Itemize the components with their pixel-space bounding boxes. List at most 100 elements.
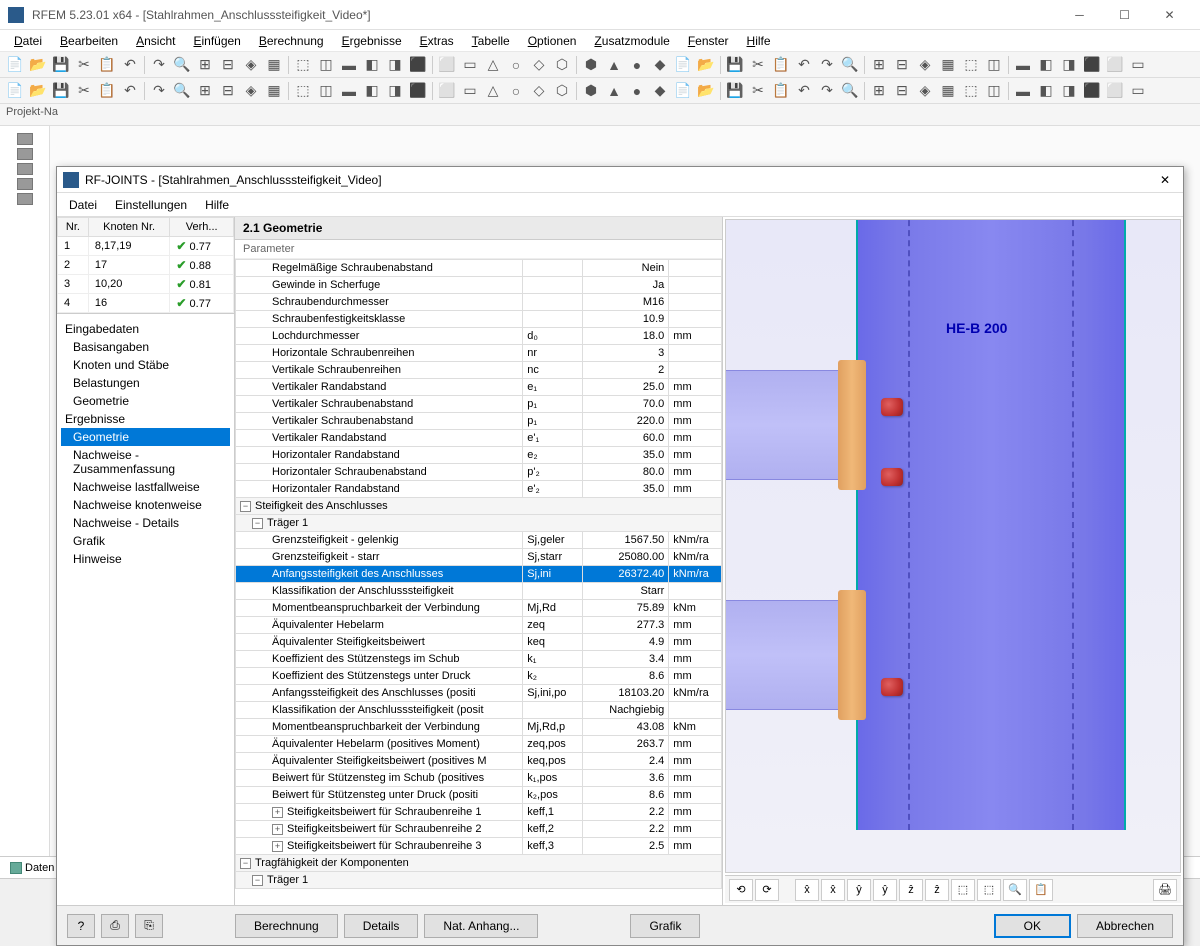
menu-fenster[interactable]: Fenster: [680, 32, 737, 50]
menu-ergebnisse[interactable]: Ergebnisse: [334, 32, 410, 50]
nav-item-geometrie[interactable]: Geometrie: [61, 428, 230, 446]
toolbar-button[interactable]: ⬜: [436, 54, 458, 76]
param-row[interactable]: Koeffizient des Stützenstegs im Schubk₁3…: [236, 651, 722, 668]
menu-tabelle[interactable]: Tabelle: [464, 32, 518, 50]
param-row[interactable]: −Träger 1: [236, 515, 722, 532]
param-row[interactable]: Vertikale Schraubenreihennc2: [236, 362, 722, 379]
preview-tool-button[interactable]: ⟳: [755, 879, 779, 901]
toolbar-button[interactable]: ◧: [1035, 80, 1057, 102]
toolbar-button[interactable]: ⬡: [551, 54, 573, 76]
ok-button[interactable]: OK: [994, 914, 1071, 938]
toolbar-button[interactable]: 🔍: [839, 80, 861, 102]
toolbar-button[interactable]: ⬡: [551, 80, 573, 102]
param-row[interactable]: Vertikaler Schraubenabstandp₁70.0mm: [236, 396, 722, 413]
dialog-menu-hilfe[interactable]: Hilfe: [197, 196, 237, 214]
preview-tool-button[interactable]: x̂: [821, 879, 845, 901]
toolbar-button[interactable]: ⬛: [407, 54, 429, 76]
toolbar-button[interactable]: ◈: [914, 80, 936, 102]
preview-tool-button[interactable]: ⬚: [977, 879, 1001, 901]
menu-ansicht[interactable]: Ansicht: [128, 32, 183, 50]
toolbar-button[interactable]: ◧: [361, 54, 383, 76]
param-row[interactable]: Äquivalenter Hebelarmzeq277.3mm: [236, 617, 722, 634]
3d-preview[interactable]: HE-B 200: [725, 219, 1181, 873]
import-button[interactable]: ⎘: [135, 914, 163, 938]
preview-tool-button[interactable]: x̂: [795, 879, 819, 901]
toolbar-button[interactable]: ✂: [73, 80, 95, 102]
toolbar-button[interactable]: ▭: [459, 54, 481, 76]
param-row[interactable]: Lochdurchmesserd₀18.0mm: [236, 328, 722, 345]
toolbar-button[interactable]: ⬚: [292, 54, 314, 76]
param-row[interactable]: Grenzsteifigkeit - gelenkigSj,geler1567.…: [236, 532, 722, 549]
toolbar-button[interactable]: 📄: [672, 54, 694, 76]
param-row[interactable]: Vertikaler Schraubenabstandp₁220.0mm: [236, 413, 722, 430]
toolbar-button[interactable]: ⊟: [891, 80, 913, 102]
toolbar-button[interactable]: ○: [505, 54, 527, 76]
table-header[interactable]: Knoten Nr.: [88, 218, 170, 237]
expand-icon[interactable]: +: [272, 824, 283, 835]
toolbar-button[interactable]: ▲: [603, 54, 625, 76]
toolbar-button[interactable]: ⊞: [194, 54, 216, 76]
toolbar-button[interactable]: ◫: [315, 54, 337, 76]
toolbar-button[interactable]: ▬: [338, 80, 360, 102]
toolbar-button[interactable]: ↶: [119, 54, 141, 76]
node-row[interactable]: 18,17,19✔ 0.77: [58, 237, 234, 256]
menu-einfügen[interactable]: Einfügen: [185, 32, 248, 50]
toolbar-button[interactable]: ▭: [1127, 54, 1149, 76]
param-row[interactable]: Äquivalenter Steifigkeitsbeiwertkeq4.9mm: [236, 634, 722, 651]
toolbar-button[interactable]: ◇: [528, 54, 550, 76]
param-row[interactable]: Horizontaler Randabstande'₂35.0mm: [236, 481, 722, 498]
toolbar-button[interactable]: ◨: [1058, 80, 1080, 102]
expand-icon[interactable]: −: [240, 501, 251, 512]
preview-tool-button[interactable]: 🔍: [1003, 879, 1027, 901]
param-row[interactable]: Gewinde in ScherfugeJa: [236, 277, 722, 294]
table-header[interactable]: Verh...: [170, 218, 234, 237]
param-row[interactable]: −Steifigkeit des Anschlusses: [236, 498, 722, 515]
node-row[interactable]: 217✔ 0.88: [58, 256, 234, 275]
param-row[interactable]: SchraubendurchmesserM16: [236, 294, 722, 311]
expand-icon[interactable]: +: [272, 841, 283, 852]
param-row[interactable]: Äquivalenter Steifigkeitsbeiwert (positi…: [236, 753, 722, 770]
toolbar-button[interactable]: ⬚: [960, 54, 982, 76]
toolbar-button[interactable]: 💾: [50, 80, 72, 102]
toolbar-button[interactable]: 📂: [27, 80, 49, 102]
toolbar-button[interactable]: 📋: [96, 54, 118, 76]
bottom-tab-daten[interactable]: Daten: [4, 860, 60, 876]
toolbar-button[interactable]: 📂: [695, 80, 717, 102]
toolbar-button[interactable]: ◫: [983, 54, 1005, 76]
param-row[interactable]: Regelmäßige SchraubenabstandNein: [236, 260, 722, 277]
nav-item-geometrie[interactable]: Geometrie: [61, 392, 230, 410]
toolbar-button[interactable]: 📄: [4, 80, 26, 102]
toolbar-button[interactable]: ✂: [73, 54, 95, 76]
toolbar-button[interactable]: ↷: [148, 54, 170, 76]
menu-zusatzmodule[interactable]: Zusatzmodule: [586, 32, 677, 50]
toolbar-button[interactable]: 💾: [724, 54, 746, 76]
toolbar-button[interactable]: ⊞: [868, 54, 890, 76]
param-row[interactable]: Schraubenfestigkeitsklasse10.9: [236, 311, 722, 328]
maximize-button[interactable]: ☐: [1102, 1, 1147, 29]
help-button[interactable]: ?: [67, 914, 95, 938]
preview-tool-button[interactable]: 📋: [1029, 879, 1053, 901]
toolbar-button[interactable]: 🔍: [171, 54, 193, 76]
details-button[interactable]: Details: [344, 914, 419, 938]
print-preview-button[interactable]: 🖨: [1153, 879, 1177, 901]
menu-extras[interactable]: Extras: [412, 32, 462, 50]
toolbar-button[interactable]: ⬛: [1081, 54, 1103, 76]
menu-optionen[interactable]: Optionen: [520, 32, 585, 50]
toolbar-button[interactable]: ▭: [1127, 80, 1149, 102]
parameter-table[interactable]: Regelmäßige SchraubenabstandNeinGewinde …: [235, 259, 722, 905]
toolbar-button[interactable]: ⬚: [292, 80, 314, 102]
berechnung-button[interactable]: Berechnung: [235, 914, 338, 938]
toolbar-button[interactable]: ⊞: [194, 80, 216, 102]
toolbar-button[interactable]: 📂: [27, 54, 49, 76]
toolbar-button[interactable]: ◫: [315, 80, 337, 102]
toolbar-button[interactable]: ●: [626, 80, 648, 102]
toolbar-button[interactable]: 📋: [770, 80, 792, 102]
nat-anhang-button[interactable]: Nat. Anhang...: [424, 914, 538, 938]
expand-icon[interactable]: −: [240, 858, 251, 869]
toolbar-button[interactable]: ▦: [263, 80, 285, 102]
param-row[interactable]: Beiwert für Stützensteg unter Druck (pos…: [236, 787, 722, 804]
param-row[interactable]: Beiwert für Stützensteg im Schub (positi…: [236, 770, 722, 787]
toolbar-button[interactable]: △: [482, 80, 504, 102]
param-row[interactable]: Anfangssteifigkeit des Anschlusses (posi…: [236, 685, 722, 702]
toolbar-button[interactable]: △: [482, 54, 504, 76]
